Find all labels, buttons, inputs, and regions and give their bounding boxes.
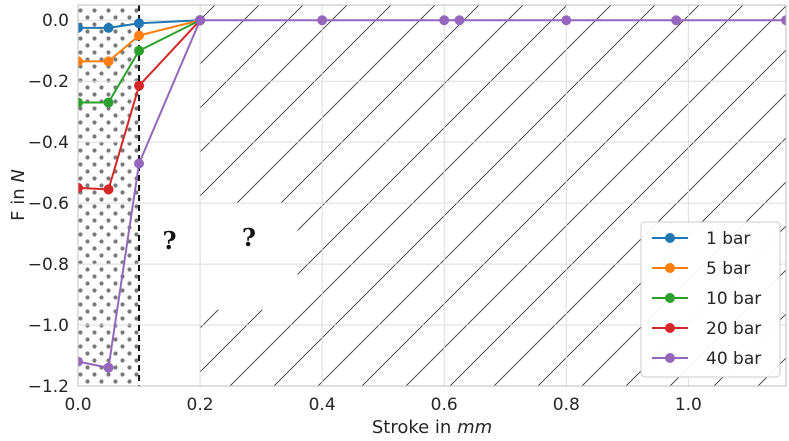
data-point (103, 184, 114, 195)
legend-item: 5 bar (652, 259, 750, 279)
data-point (78, 97, 83, 108)
series-line (78, 19, 201, 29)
data-point (781, 15, 786, 26)
data-point (317, 15, 328, 26)
annotation-question-mark: ? (163, 226, 177, 255)
legend-label: 10 bar (706, 289, 761, 309)
x-tick-label: 0.0 (64, 395, 91, 415)
legend-swatch-marker (665, 353, 675, 363)
legend-swatch-marker (665, 323, 675, 333)
data-point (78, 22, 83, 33)
y-tick-label: −0.2 (28, 72, 69, 92)
legend-swatch-marker (665, 263, 675, 273)
data-point (134, 30, 145, 41)
data-point (134, 158, 145, 169)
y-axis-unit: N (8, 169, 29, 182)
x-tick-label: 1.0 (675, 395, 702, 415)
data-point (134, 18, 145, 29)
data-point (454, 15, 465, 26)
plot-frame (77, 4, 787, 387)
legend-item: 20 bar (652, 319, 761, 339)
legend-box (640, 221, 781, 378)
series-line (78, 19, 201, 191)
legend-label: 5 bar (706, 259, 750, 279)
data-point (561, 15, 572, 26)
series-line (78, 19, 201, 104)
series-40-bar (78, 15, 786, 373)
data-point (103, 97, 114, 108)
y-axis-label-text: F in (8, 188, 29, 220)
legend: 1 bar 5 bar 10 bar 20 bar 40 bar (640, 221, 781, 378)
data-point (134, 80, 145, 91)
data-point (671, 15, 682, 26)
data-point (78, 56, 83, 67)
series-line (78, 19, 201, 63)
legend-item: 1 bar (652, 229, 750, 249)
x-tick-label: 0.2 (187, 395, 214, 415)
data-point (103, 22, 114, 33)
x-axis-unit: mm (457, 417, 492, 438)
y-tick-label: −1.2 (28, 377, 69, 397)
legend-label: 1 bar (706, 229, 750, 249)
x-tick-label: 0.6 (431, 395, 458, 415)
y-axis-ticks: 0.0 −0.2 −0.4 −0.6 −0.8 −1.0 −1.2 (28, 11, 69, 397)
x-tick-label: 0.4 (309, 395, 336, 415)
series-layer (78, 15, 786, 373)
y-tick-label: 0.0 (42, 11, 69, 31)
y-tick-label: −0.4 (28, 133, 69, 153)
x-axis-label-text: Stroke in (372, 417, 452, 438)
annotations: ?? (163, 223, 256, 255)
data-point (78, 182, 83, 193)
legend-label: 40 bar (706, 349, 761, 369)
data-point (195, 15, 206, 26)
annotation-question-mark: ? (242, 223, 256, 252)
data-point (103, 362, 114, 373)
y-tick-label: −0.8 (28, 255, 69, 275)
legend-swatch-marker (665, 233, 675, 243)
y-tick-label: −0.6 (28, 194, 69, 214)
x-axis-label: Stroke in mm (372, 417, 492, 438)
y-tick-label: −1.0 (28, 316, 69, 336)
y-axis-label: F in N (8, 169, 29, 221)
data-point (103, 56, 114, 67)
legend-swatch-marker (665, 293, 675, 303)
data-point (78, 356, 83, 367)
legend-item: 10 bar (652, 289, 761, 309)
x-tick-label: 0.8 (553, 395, 580, 415)
annotation-background (200, 203, 298, 310)
x-axis-ticks: 0.0 0.2 0.4 0.6 0.8 1.0 (64, 395, 701, 415)
series-line (78, 19, 786, 369)
data-point (439, 15, 450, 26)
data-point (134, 45, 145, 56)
legend-label: 20 bar (706, 319, 761, 339)
legend-item: 40 bar (652, 349, 761, 369)
